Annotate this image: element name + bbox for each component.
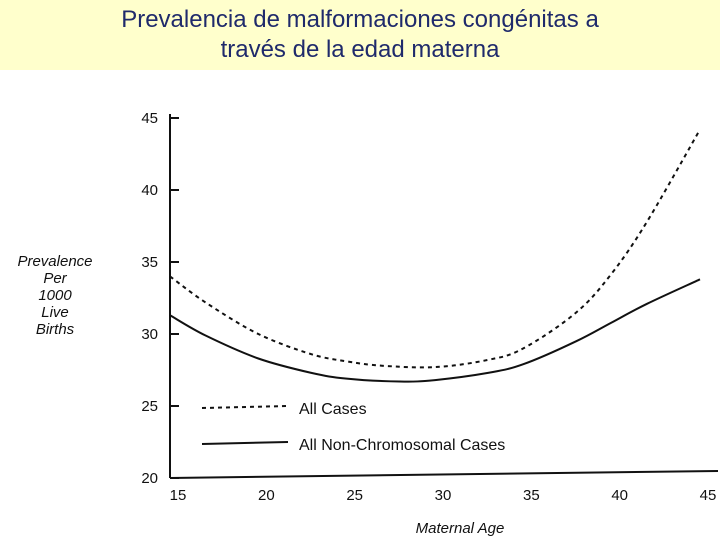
legend-swatch — [201, 405, 289, 409]
y-axis-label-line: Prevalence — [17, 253, 92, 270]
legend-label: All Cases — [299, 401, 367, 418]
chart-legend: All Cases All Non-Chromosomal Cases — [201, 401, 505, 454]
x-axis-ticks: 15 20 25 30 35 40 45 — [170, 487, 717, 504]
y-tick-label: 20 — [141, 470, 158, 487]
y-tick-label: 45 — [141, 110, 158, 127]
legend-label: All Non-Chromosomal Cases — [299, 437, 505, 454]
x-tick-label: 45 — [700, 487, 717, 504]
legend-swatch — [201, 441, 289, 445]
title-band: Prevalencia de malformaciones congénitas… — [0, 0, 720, 70]
x-axis-line — [169, 470, 719, 479]
y-axis-label-line: Live — [41, 304, 69, 321]
x-tick-label: 35 — [523, 487, 540, 504]
y-axis-label-line: Per — [43, 270, 67, 287]
y-tick-label: 35 — [141, 254, 158, 271]
x-tick-label: 20 — [258, 487, 275, 504]
y-tick-label: 40 — [141, 182, 158, 199]
x-tick-label: 15 — [170, 487, 187, 504]
series-line-non-chromosomal — [169, 278, 701, 383]
series-line-all-cases — [169, 129, 701, 369]
chart-axes — [169, 114, 719, 479]
y-tick-label: 30 — [141, 326, 158, 343]
y-tick-label: 25 — [141, 398, 158, 415]
x-axis-label: Maternal Age — [416, 520, 505, 537]
x-tick-label: 25 — [346, 487, 363, 504]
x-tick-label: 30 — [435, 487, 452, 504]
x-tick-label: 40 — [611, 487, 628, 504]
slide-title-line-2: través de la edad materna — [220, 36, 500, 63]
y-axis-label-line: Births — [36, 321, 75, 338]
slide-title-line-1: Prevalencia de malformaciones congénitas… — [121, 6, 599, 33]
chart-series — [169, 129, 701, 383]
y-axis-ticks: 20 25 30 35 40 45 — [141, 110, 179, 487]
y-axis-label-line: 1000 — [38, 287, 72, 304]
